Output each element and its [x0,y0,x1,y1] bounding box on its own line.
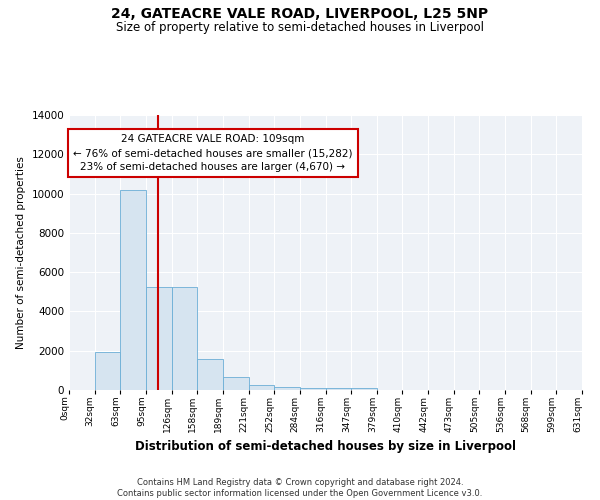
Bar [146,287,172,390]
Bar [172,287,197,390]
Text: Contains HM Land Registry data © Crown copyright and database right 2024.
Contai: Contains HM Land Registry data © Crown c… [118,478,482,498]
Text: 24 GATEACRE VALE ROAD: 109sqm
← 76% of semi-detached houses are smaller (15,282): 24 GATEACRE VALE ROAD: 109sqm ← 76% of s… [73,134,352,172]
Y-axis label: Number of semi-detached properties: Number of semi-detached properties [16,156,26,349]
Bar [121,190,146,390]
Text: Size of property relative to semi-detached houses in Liverpool: Size of property relative to semi-detach… [116,21,484,34]
Bar [95,352,121,390]
Bar [197,358,223,390]
Bar [223,377,248,390]
Text: 24, GATEACRE VALE ROAD, LIVERPOOL, L25 5NP: 24, GATEACRE VALE ROAD, LIVERPOOL, L25 5… [112,8,488,22]
Bar [300,388,325,390]
Bar [351,388,377,390]
Bar [274,387,300,390]
Bar [248,384,274,390]
Bar [325,388,351,390]
X-axis label: Distribution of semi-detached houses by size in Liverpool: Distribution of semi-detached houses by … [135,440,516,454]
